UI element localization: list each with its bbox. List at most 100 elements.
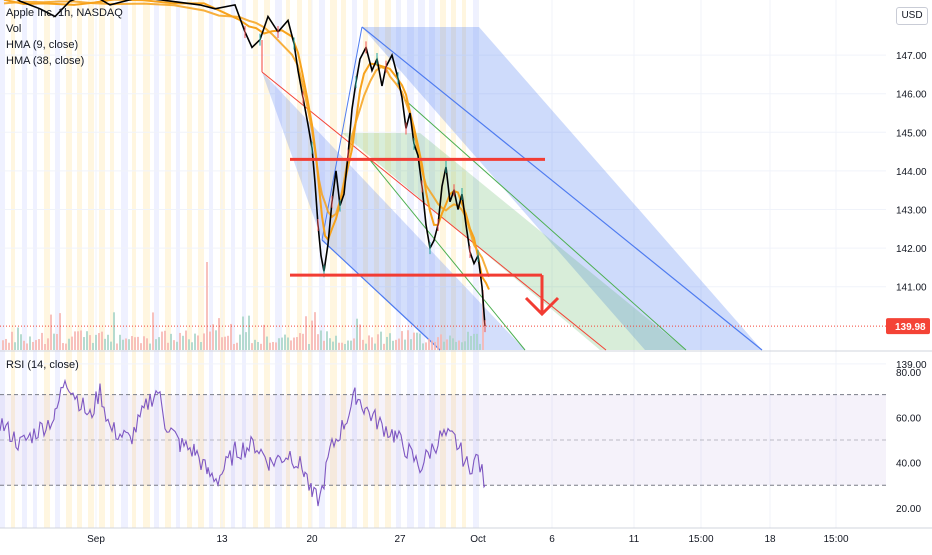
volume-bars	[2, 262, 484, 350]
session-stripe	[396, 0, 401, 528]
volume-bar	[272, 341, 274, 350]
volume-bar	[290, 340, 292, 350]
volume-bar	[221, 337, 223, 350]
volume-bar	[107, 334, 109, 350]
legend-hma-38[interactable]: HMA (38, close)	[6, 55, 85, 67]
channel-start-line	[321, 26, 363, 241]
volume-bar	[281, 337, 283, 350]
y-tick-label: 147.00	[896, 51, 927, 62]
volume-bar	[2, 340, 4, 350]
session-stripe	[0, 0, 5, 528]
x-tick-label: 15:00	[823, 534, 848, 545]
x-tick-label: 6	[549, 534, 555, 545]
volume-bar	[359, 324, 361, 350]
volume-bar	[287, 337, 289, 350]
volume-bar	[395, 339, 397, 350]
volume-bar	[92, 342, 94, 350]
symbol-title[interactable]: Apple Inc, 1h, NASDAQ	[6, 7, 123, 19]
session-stripe	[110, 0, 114, 528]
volume-bar	[251, 343, 253, 350]
channel-lower-line	[321, 239, 441, 351]
session-stripe	[286, 0, 290, 528]
session-stripe	[55, 0, 60, 528]
volume-bar	[326, 331, 328, 350]
volume-bar	[335, 335, 337, 350]
volume-bar	[74, 331, 76, 350]
session-stripe	[473, 0, 479, 528]
channel-lower-band	[262, 72, 525, 350]
volume-bar	[182, 335, 184, 350]
channel-upper-line	[361, 26, 763, 351]
volume-bar	[464, 341, 466, 350]
session-stripe	[242, 0, 246, 528]
rsi-title[interactable]: RSI (14, close)	[6, 359, 79, 371]
y-tick-label: 143.00	[896, 206, 927, 217]
volume-bar	[443, 341, 445, 350]
volume-bar	[140, 343, 142, 350]
volume-bar	[248, 315, 250, 350]
volume-bar	[299, 333, 301, 350]
volume-bar	[77, 331, 79, 350]
session-stripes	[0, 0, 479, 528]
volume-bar	[401, 331, 403, 350]
volume-bar	[434, 341, 436, 350]
volume-bar	[437, 337, 439, 350]
volume-bar	[5, 338, 7, 350]
volume-bar	[368, 335, 370, 350]
volume-bar	[479, 343, 481, 350]
volume-bar	[323, 340, 325, 350]
legend-vol[interactable]: Vol	[6, 23, 22, 35]
volume-bar	[104, 338, 106, 350]
volume-bar	[419, 333, 421, 350]
hma-9-line	[3, 0, 490, 290]
volume-bar	[158, 337, 160, 350]
session-stripe	[418, 0, 425, 528]
x-tick-label: 20	[306, 534, 318, 545]
volume-bar	[473, 333, 475, 350]
volume-bar	[269, 342, 271, 350]
session-stripe	[440, 0, 446, 528]
regression-channel	[261, 26, 763, 351]
volume-bar	[347, 340, 349, 350]
x-tick-label: 15:00	[688, 534, 713, 545]
volume-bar	[284, 334, 286, 350]
volume-bar	[176, 341, 178, 350]
candle-wicks	[244, 25, 486, 333]
volume-bar	[32, 341, 34, 350]
volume-bar	[320, 330, 322, 350]
volume-bar	[146, 338, 148, 350]
volume-bar	[350, 340, 352, 350]
volume-bar	[167, 342, 169, 350]
volume-bar	[155, 339, 157, 350]
session-stripe	[462, 0, 466, 528]
legend-hma-9[interactable]: HMA (9, close)	[6, 39, 79, 51]
y-tick-label: 146.00	[896, 90, 927, 101]
session-stripe	[154, 0, 159, 528]
session-stripe	[374, 0, 379, 528]
volume-bar	[161, 331, 163, 350]
volume-bar	[47, 338, 49, 350]
session-stripe	[275, 0, 282, 528]
volume-bar	[110, 341, 112, 350]
volume-bar	[257, 341, 259, 350]
volume-bar	[50, 314, 52, 350]
session-stripe	[77, 0, 82, 528]
channel-inner-line-bottom	[369, 159, 526, 351]
session-stripe	[176, 0, 180, 528]
volume-bar	[14, 342, 16, 350]
volume-bar	[101, 331, 103, 350]
session-stripe	[121, 0, 128, 528]
volume-bar	[263, 324, 265, 350]
session-stripe	[308, 0, 312, 528]
volume-bar	[431, 340, 433, 350]
volume-bar	[191, 342, 193, 350]
volume-bar	[416, 332, 418, 350]
volume-bar	[65, 343, 67, 350]
currency-badge[interactable]: USD	[896, 7, 928, 25]
session-stripe	[198, 0, 204, 528]
session-stripe	[330, 0, 337, 528]
volume-bar	[236, 342, 238, 350]
volume-bar	[80, 330, 82, 350]
session-stripe	[88, 0, 94, 528]
